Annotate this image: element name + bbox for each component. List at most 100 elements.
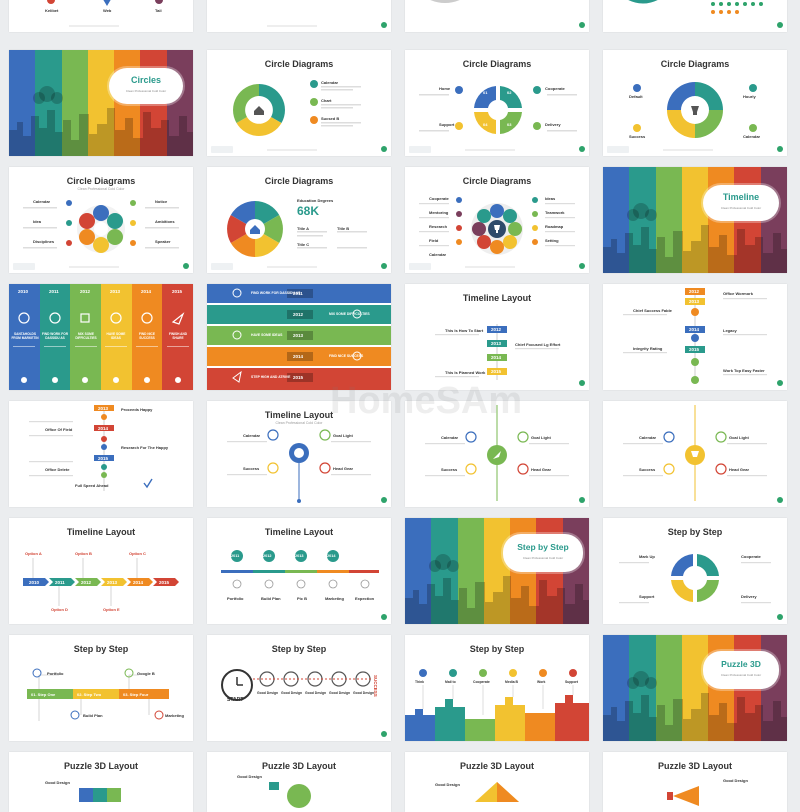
item-label: Option E xyxy=(103,607,120,612)
item-label: Ambitions xyxy=(155,219,175,224)
slide-step-by-step[interactable]: Step by Step START SUCCESS Good Design G… xyxy=(207,635,391,741)
item-label: Work Top Easy Faster xyxy=(723,368,765,373)
item-label: Field xyxy=(429,238,439,243)
cover-slide-timeline[interactable]: Timeline Clean Professional Cold Color xyxy=(603,167,787,273)
item-label: Support xyxy=(439,122,455,127)
slide-circle-diagrams[interactable]: Circle Diagrams Default Hourly Success C… xyxy=(603,50,787,156)
year-label: 2010 xyxy=(18,289,29,294)
page-badge xyxy=(579,380,585,386)
slide-timeline-columns[interactable]: 2010 2011 2012 2013 2014 2015 SANTAHOLDS… xyxy=(9,284,193,390)
slide-timeline-vertical[interactable]: 2012 2013 2014 2015 Office Wormork Chief… xyxy=(603,284,787,390)
item-label: Speaker xyxy=(155,239,171,244)
slide-thumbnail[interactable] xyxy=(405,0,589,32)
slide-thumbnail[interactable]: Kelibet Web Tail xyxy=(9,0,193,32)
slide-title: Step by Step xyxy=(271,644,327,654)
city-skyline xyxy=(405,554,589,624)
footer-line xyxy=(267,266,317,268)
slide-circle-diagrams[interactable]: Circle Diagrams Cooperate Mentoring Rese… xyxy=(405,167,589,273)
item-label: Title C xyxy=(297,242,310,247)
item-label: Option A xyxy=(25,551,42,556)
title-cloud: Circles Clean Professional Cold Color xyxy=(109,68,183,104)
puzzle-graphic xyxy=(475,782,519,802)
footer-line xyxy=(69,266,119,268)
slide-timeline-layout[interactable]: Timeline Layout Clean Professional Cold … xyxy=(207,401,391,507)
row-3: 2010 2011 2012 2013 2014 2015 SANTAHOLDS… xyxy=(0,284,800,390)
title-cloud: Puzzle 3D Clean Professional Cold Color xyxy=(703,651,779,689)
item-label: Cooperate xyxy=(545,86,565,91)
city-skyline xyxy=(603,203,787,273)
item-label: Delivery xyxy=(741,594,757,599)
year-label: 2013 xyxy=(295,554,304,558)
slide-title: Timeline Layout xyxy=(264,527,334,537)
item-label: Head Gear xyxy=(333,466,354,471)
item-label: Delivery xyxy=(545,122,561,127)
slide-timeline-vertical[interactable]: 2013 2014 2015 Proceeds Happy Office Of … xyxy=(9,401,193,507)
band-caption: FIND NICE SUCCESS xyxy=(329,354,364,358)
slide-thumbnail[interactable] xyxy=(207,0,391,32)
slide-circle-diagrams[interactable]: Circle Diagrams Education Degrees 68K Ti… xyxy=(207,167,391,273)
item-label: Ideas xyxy=(545,196,556,201)
slide-label: Tail xyxy=(155,8,162,13)
year-label: 2015 xyxy=(172,289,183,294)
year-label: 2011 xyxy=(293,291,303,296)
slide-label: Kelibet xyxy=(45,8,59,13)
slide-title: Circle Diagrams xyxy=(462,176,532,186)
band xyxy=(207,284,391,303)
row-2: Circle Diagrams Clean Professional Cold … xyxy=(0,167,800,273)
item-label: Disciplines xyxy=(33,239,55,244)
cover-slide-circles[interactable]: Circles Clean Professional Cold Color xyxy=(9,50,193,156)
slide-puzzle-3d[interactable]: Puzzle 3D Layout Good Design xyxy=(405,752,589,812)
column-icons xyxy=(13,312,189,383)
year-label: 2013 xyxy=(689,299,700,304)
page-badge xyxy=(777,614,783,620)
band-caption: FIND WORK FOR DASSIDU AS xyxy=(251,291,301,295)
puzzle-graphic xyxy=(269,782,311,808)
page-badge xyxy=(777,497,783,503)
slide-timeline-layout[interactable]: Timeline Layout 2010 2011 2012 2013 2014… xyxy=(9,518,193,624)
slide-title: Puzzle 3D Layout xyxy=(63,761,138,771)
item-label: This Is Planned Work xyxy=(445,370,486,375)
slide-timeline-bands[interactable]: FIND WORK FOR DASSIDU AS HAVE SOME IDEAS… xyxy=(207,284,391,390)
step-label: 01. Step One xyxy=(31,692,56,697)
item-label: Roadmap xyxy=(545,224,564,229)
slide-thumbnail[interactable] xyxy=(603,0,787,32)
slide-circle-diagrams[interactable]: Circle Diagrams 01 02 03 04 Home Support… xyxy=(405,50,589,156)
slide-circle-diagrams[interactable]: Circle Diagrams Calendar Chart Sucsed B xyxy=(207,50,391,156)
item-label: Option C xyxy=(129,551,146,556)
slide-puzzle-3d[interactable]: Puzzle 3D Layout Good Design xyxy=(603,752,787,812)
item-label: Hourly xyxy=(743,94,756,99)
slide-title: Timeline Layout xyxy=(462,293,532,303)
slide-puzzle-3d[interactable]: Puzzle 3D Layout Good Design xyxy=(9,752,193,812)
slide-timeline-layout[interactable]: Timeline Layout 2011 2012 2013 2014 Port… xyxy=(207,518,391,624)
brand-logo xyxy=(607,146,629,153)
item-label: Office Wormork xyxy=(723,291,753,296)
cover-title: Step by Step xyxy=(517,542,569,552)
item-label: Good Design xyxy=(281,691,303,695)
band-caption: STEP HIGH AND ATRIVE xyxy=(251,375,291,379)
footer-line xyxy=(465,266,515,268)
slide-circle-diagrams[interactable]: Circle Diagrams Clean Professional Cold … xyxy=(9,167,193,273)
page-badge xyxy=(777,22,783,28)
item-label: Success xyxy=(243,466,260,471)
page-badge xyxy=(381,22,387,28)
slide-timeline-layout[interactable]: Timeline Layout 2012 2013 2014 2015 This… xyxy=(405,284,589,390)
slide-title: Puzzle 3D Layout xyxy=(459,761,534,771)
city-skyline xyxy=(9,86,193,156)
slide-step-by-step[interactable]: Step by Step Think Mail to Cooperate Med… xyxy=(405,635,589,741)
caption: Education Degrees xyxy=(297,198,334,203)
cover-subtitle: Clean Professional Cold Color xyxy=(125,89,167,93)
item-label: Office Delete xyxy=(45,467,70,472)
cover-slide-puzzle-3d[interactable]: Puzzle 3D Clean Professional Cold Color xyxy=(603,635,787,741)
row-4: 2013 2014 2015 Proceeds Happy Office Of … xyxy=(0,401,800,507)
slide-puzzle-3d[interactable]: Puzzle 3D Layout Good Design xyxy=(207,752,391,812)
slide-step-by-step[interactable]: Step by Step Portfolio 01. Step One 02. … xyxy=(9,635,193,741)
band xyxy=(207,368,391,390)
slide-timeline-layout[interactable]: Calendar Goal Light Success Head Gear xyxy=(405,401,589,507)
brand-logo xyxy=(211,263,233,270)
band xyxy=(207,305,391,324)
cover-slide-step-by-step[interactable]: Step by Step Clean Professional Cold Col… xyxy=(405,518,589,624)
slide-step-by-step[interactable]: Step by Step Mark Up Cooperate Support D… xyxy=(603,518,787,624)
page-badge xyxy=(183,263,189,269)
cover-subtitle: Clean Professional Cold Color xyxy=(522,556,564,560)
slide-timeline-layout[interactable]: Calendar Goal Light Success Head Gear xyxy=(603,401,787,507)
